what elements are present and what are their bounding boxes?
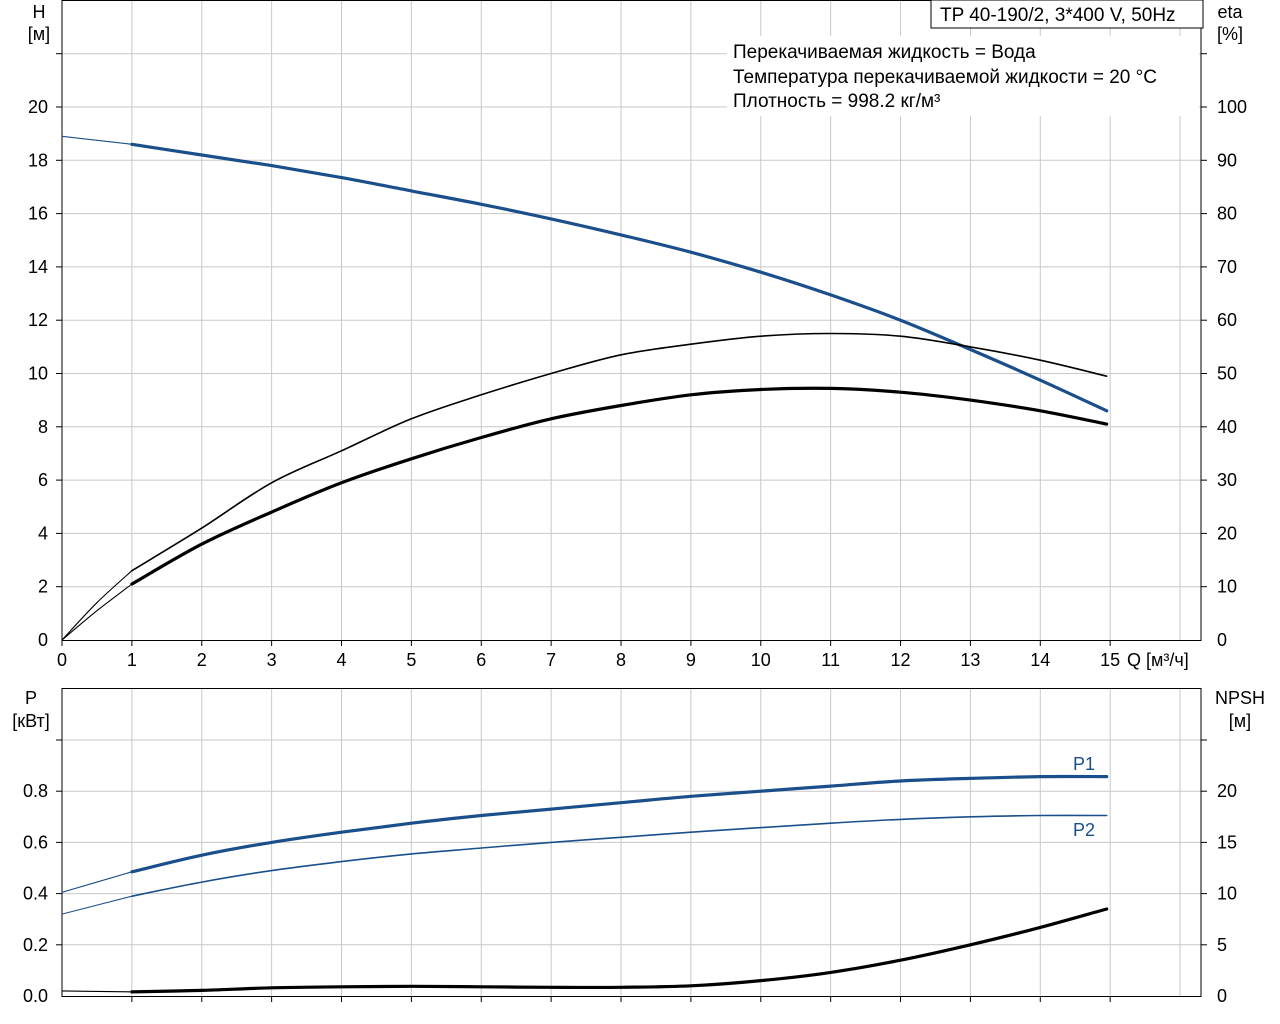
p1-curve-label: P1 xyxy=(1073,754,1095,774)
y-left-tick-label: 18 xyxy=(28,150,48,170)
y-right-tick-label: 70 xyxy=(1217,257,1237,277)
p2-curve xyxy=(131,814,1108,897)
p-axis-unit: [кВт] xyxy=(12,711,50,731)
p1-extension-curve xyxy=(61,871,133,893)
series-2-curve xyxy=(130,907,1109,994)
model-title: TP 40-190/2, 3*400 V, 50Hz xyxy=(940,5,1176,26)
y-right-tick-label: 5 xyxy=(1217,935,1227,955)
x-axis-label: Q [м³/ч] xyxy=(1127,650,1189,670)
top-axis-ticks: 0246810121416182001020304050607080901000… xyxy=(28,53,1247,670)
x-tick-label: 11 xyxy=(821,650,840,670)
series-1-curve xyxy=(131,332,1108,572)
series-0-extension-curve xyxy=(61,135,132,145)
y-right-title: eta xyxy=(1217,2,1243,22)
x-tick-label: 5 xyxy=(406,650,416,670)
y-left-tick-label: 0.4 xyxy=(23,884,48,904)
y-right-tick-label: 10 xyxy=(1217,884,1237,904)
y-right-tick-label: 0 xyxy=(1217,630,1227,650)
x-tick-label: 13 xyxy=(960,650,980,670)
x-tick-label: 12 xyxy=(891,650,911,670)
bottom-grid xyxy=(62,688,1201,996)
x-tick-label: 4 xyxy=(337,650,347,670)
y-left-tick-label: 0.8 xyxy=(23,781,48,801)
x-tick-label: 3 xyxy=(267,650,277,670)
y-right-tick-label: 90 xyxy=(1217,150,1237,170)
y-right-tick-label: 50 xyxy=(1217,364,1237,384)
series-2-curve xyxy=(130,386,1109,586)
y-right-tick-label: 20 xyxy=(1217,781,1237,801)
x-tick-label: 10 xyxy=(751,650,771,670)
y-left-tick-label: 16 xyxy=(28,204,48,224)
x-tick-label: 9 xyxy=(686,650,696,670)
fluid-info-line-2: Температура перекачиваемой жидкости = 20… xyxy=(733,67,1157,88)
y-right-unit: [%] xyxy=(1217,24,1243,44)
p1-curve xyxy=(130,774,1109,874)
bottom-series xyxy=(61,774,1109,994)
y-right-tick-label: 30 xyxy=(1217,470,1237,490)
series-1-extension-curve xyxy=(61,570,133,641)
y-left-tick-label: 2 xyxy=(38,577,48,597)
x-tick-label: 15 xyxy=(1100,650,1120,670)
y-right-tick-label: 15 xyxy=(1217,832,1237,852)
x-tick-label: 0 xyxy=(57,650,67,670)
fluid-info-line-1: Перекачиваемая жидкость = Вода xyxy=(733,42,1036,63)
y-right-tick-label: 60 xyxy=(1217,310,1237,330)
p2-extension-curve xyxy=(61,895,133,915)
y-left-tick-label: 4 xyxy=(38,523,48,543)
y-left-tick-label: 6 xyxy=(38,470,48,490)
y-right-tick-label: 100 xyxy=(1217,97,1247,117)
y-right-tick-label: 20 xyxy=(1217,523,1237,543)
bottom-axis-ticks: 0.0 0.2 0.4 0.6 0.8 0 5 10 15 20 xyxy=(23,739,1237,1006)
x-tick-label: 1 xyxy=(127,650,137,670)
y-left-tick-label: 0 xyxy=(38,630,48,650)
npsh-axis-unit: [м] xyxy=(1229,711,1251,731)
fluid-info-line-3: Плотность = 998.2 кг/м³ xyxy=(733,91,940,112)
x-tick-label: 6 xyxy=(476,650,486,670)
y-left-tick-label: 0.2 xyxy=(23,935,48,955)
y-right-tick-label: 80 xyxy=(1217,204,1237,224)
series-2-extension-curve xyxy=(61,990,132,993)
x-tick-label: 7 xyxy=(546,650,556,670)
series-2-extension-curve xyxy=(61,583,133,641)
y-left-tick-label: 0.6 xyxy=(23,832,48,852)
y-left-tick-label: 20 xyxy=(28,97,48,117)
y-left-tick-label: 8 xyxy=(38,417,48,437)
power-npsh-chart: 0.0 0.2 0.4 0.6 0.8 0 5 10 15 20 P [кВт] NPSH [м]… xyxy=(12,688,1265,1006)
y-right-tick-label: 10 xyxy=(1217,577,1237,597)
head-efficiency-chart: 0246810121416182001020304050607080901000… xyxy=(28,0,1247,670)
p2-curve-label: P2 xyxy=(1073,820,1095,840)
top-series xyxy=(61,135,1109,641)
y-right-tick-label: 0 xyxy=(1217,986,1227,1006)
model-title-box: TP 40-190/2, 3*400 V, 50Hz xyxy=(930,0,1204,29)
p-axis-title: P xyxy=(25,688,37,708)
x-tick-label: 8 xyxy=(616,650,626,670)
series-0-curve xyxy=(130,142,1109,413)
y-left-tick-label: 0.0 xyxy=(23,986,48,1006)
fluid-info-box: Перекачиваемая жидкость = Вода Температу… xyxy=(727,36,1199,116)
x-tick-label: 2 xyxy=(197,650,207,670)
y-left-tick-label: 12 xyxy=(28,310,48,330)
y-right-tick-label: 40 xyxy=(1217,417,1237,437)
y-left-unit: [м] xyxy=(28,24,50,44)
y-left-title: H xyxy=(33,2,46,22)
y-left-tick-label: 14 xyxy=(28,257,48,277)
npsh-axis-title: NPSH xyxy=(1215,688,1265,708)
x-tick-label: 14 xyxy=(1030,650,1050,670)
y-left-tick-label: 10 xyxy=(28,364,48,384)
